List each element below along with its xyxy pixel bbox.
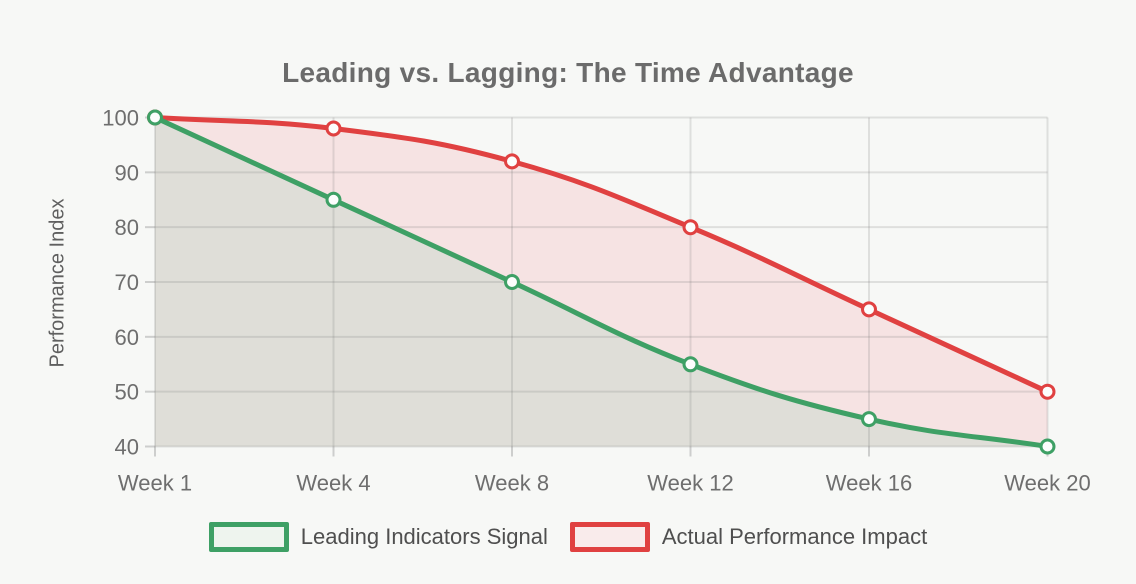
data-point-leading-indicators-signal[interactable] (504, 274, 520, 290)
data-point-leading-indicators-signal[interactable] (682, 356, 699, 373)
y-tick-label: 80 (115, 215, 139, 240)
chart-title: Leading vs. Lagging: The Time Advantage (282, 57, 854, 88)
series-line-actual-performance-impact[interactable] (152, 115, 1050, 395)
legend-label: Leading Indicators Signal (300, 524, 548, 549)
x-tick-label: Week 20 (1004, 471, 1090, 496)
y-tick-label: 60 (115, 325, 139, 350)
legend-swatch-red-icon (569, 522, 650, 552)
y-tick-label: 70 (115, 270, 139, 295)
data-point-actual-performance-impact[interactable] (861, 301, 877, 318)
x-tick-label: Week 16 (826, 471, 912, 496)
data-point-leading-indicators-signal[interactable] (325, 191, 342, 208)
legend-label: Actual Performance Impact (661, 524, 928, 549)
data-point-actual-performance-impact[interactable] (504, 153, 520, 170)
x-tick-label: Week 8 (475, 471, 549, 496)
x-tick-label: Week 12 (647, 471, 733, 496)
data-point-actual-performance-impact[interactable] (682, 219, 699, 236)
data-point-leading-indicators-signal[interactable] (147, 109, 163, 126)
y-tick-label: 100 (102, 106, 139, 131)
data-point-leading-indicators-signal[interactable] (861, 411, 877, 428)
x-tick-label: Week 1 (118, 471, 192, 496)
data-point-actual-performance-impact[interactable] (1039, 383, 1056, 400)
data-point-actual-performance-impact[interactable] (325, 120, 342, 137)
y-tick-label: 40 (115, 435, 139, 460)
series-line-leading-indicators-signal[interactable] (152, 115, 1050, 449)
x-tick-label: Week 4 (296, 471, 370, 496)
y-tick-label: 90 (115, 160, 139, 185)
legend-swatch-green-icon (208, 522, 289, 552)
legend-item-actual-performance-impact[interactable]: Actual Performance Impact (569, 522, 928, 552)
legend-item-leading-indicators-signal[interactable]: Leading Indicators Signal (208, 522, 548, 552)
y-tick-label: 50 (115, 380, 139, 405)
area-fill-leading-indicators-signal (155, 117, 1048, 447)
data-point-leading-indicators-signal[interactable] (1039, 438, 1056, 455)
chart-legend: Leading Indicators Signal Actual Perform… (0, 521, 1136, 553)
